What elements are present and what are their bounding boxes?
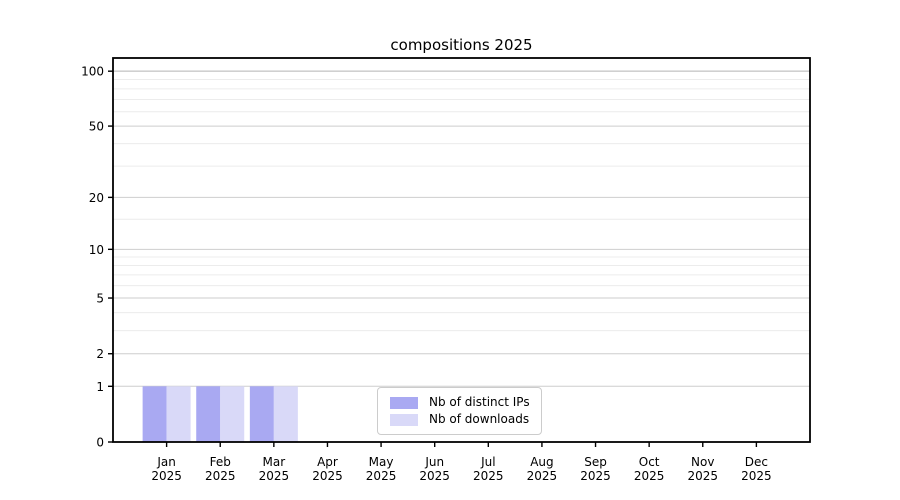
x-tick-label-year: 2025 bbox=[366, 469, 397, 483]
bar-distinct-ips bbox=[196, 386, 221, 442]
legend-item: Nb of downloads bbox=[390, 413, 541, 426]
x-tick-label-year: 2025 bbox=[312, 469, 343, 483]
x-tick-label-year: 2025 bbox=[473, 469, 504, 483]
x-tick-label-year: 2025 bbox=[687, 469, 718, 483]
y-tick-label: 20 bbox=[89, 191, 104, 205]
x-tick-label-month: Dec bbox=[745, 455, 768, 469]
x-tick-label-year: 2025 bbox=[527, 469, 558, 483]
bar-downloads bbox=[273, 386, 298, 442]
y-tick-label: 1 bbox=[96, 380, 104, 394]
x-tick-label-year: 2025 bbox=[741, 469, 772, 483]
x-tick-label-month: May bbox=[369, 455, 394, 469]
bar-distinct-ips bbox=[249, 386, 274, 442]
x-tick-label-year: 2025 bbox=[419, 469, 450, 483]
x-tick-label-month: Mar bbox=[263, 455, 286, 469]
x-tick-label-year: 2025 bbox=[634, 469, 665, 483]
bar-downloads bbox=[220, 386, 245, 442]
legend: Nb of distinct IPs Nb of downloads bbox=[377, 387, 542, 435]
bar-distinct-ips bbox=[142, 386, 167, 442]
y-tick-label: 2 bbox=[96, 347, 104, 361]
plot-frame bbox=[112, 57, 811, 443]
x-tick-label-year: 2025 bbox=[151, 469, 182, 483]
x-tick-label-month: Apr bbox=[317, 455, 338, 469]
y-tick-label: 50 bbox=[89, 120, 104, 134]
y-tick-label: 0 bbox=[96, 436, 104, 450]
x-tick-label-month: Aug bbox=[530, 455, 553, 469]
x-tick-label-year: 2025 bbox=[205, 469, 236, 483]
legend-label: Nb of distinct IPs bbox=[429, 395, 530, 409]
legend-label: Nb of downloads bbox=[429, 412, 530, 426]
x-tick-label-month: Sep bbox=[584, 455, 607, 469]
x-tick-label-month: Nov bbox=[691, 455, 714, 469]
y-tick-label: 5 bbox=[96, 292, 104, 306]
y-tick-label: 10 bbox=[89, 243, 104, 257]
x-tick-label-month: Jan bbox=[156, 455, 176, 469]
x-tick-label-month: Jun bbox=[424, 455, 444, 469]
x-tick-label-year: 2025 bbox=[580, 469, 611, 483]
x-tick-label-month: Feb bbox=[210, 455, 231, 469]
chart-title: compositions 2025 bbox=[390, 36, 533, 54]
bar-downloads bbox=[166, 386, 191, 442]
legend-swatch-icon bbox=[390, 396, 418, 409]
legend-item: Nb of distinct IPs bbox=[390, 396, 541, 409]
legend-swatch-icon bbox=[390, 413, 418, 426]
x-tick-label-month: Jul bbox=[480, 455, 495, 469]
x-tick-label-month: Oct bbox=[639, 455, 660, 469]
x-tick-label-year: 2025 bbox=[259, 469, 290, 483]
y-tick-label: 100 bbox=[81, 65, 104, 79]
